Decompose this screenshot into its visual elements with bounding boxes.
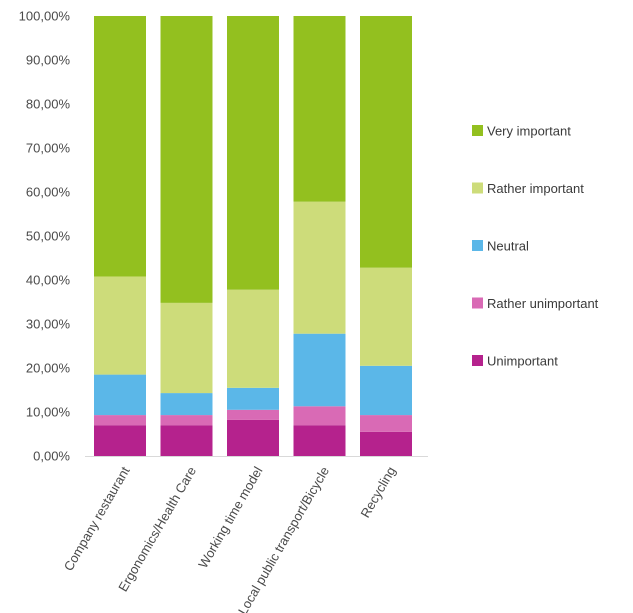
- bar-segment-very-important: [160, 16, 213, 303]
- legend-item: Neutral: [472, 239, 529, 254]
- bar-segment-rather-important: [360, 267, 412, 366]
- bar-segment-rather-important: [293, 201, 346, 334]
- bar-segment-unimportant: [360, 431, 412, 456]
- bar-segment-unimportant: [94, 425, 146, 456]
- y-tick-label: 80,00%: [26, 97, 71, 112]
- bar-segment-very-important: [360, 16, 412, 268]
- bars: [94, 16, 412, 456]
- y-tick-label: 30,00%: [26, 317, 71, 332]
- legend-label: Very important: [487, 124, 571, 139]
- y-tick-label: 60,00%: [26, 185, 71, 200]
- y-tick-label: 0,00%: [33, 449, 70, 464]
- y-tick-label: 10,00%: [26, 405, 71, 420]
- bar-segment-rather-important: [160, 302, 213, 394]
- x-category-label: Recycling: [357, 464, 398, 520]
- bar-segment-neutral: [227, 387, 279, 410]
- legend-swatch: [472, 182, 483, 194]
- legend-swatch: [472, 355, 483, 366]
- bar-segment-unimportant: [293, 425, 346, 456]
- legend-swatch: [472, 297, 483, 309]
- legend-label: Rather important: [487, 181, 584, 196]
- y-tick-label: 100,00%: [19, 9, 71, 24]
- legend-label: Neutral: [487, 239, 529, 254]
- legend-item: Rather unimportant: [472, 296, 599, 311]
- y-tick-label: 20,00%: [26, 361, 71, 376]
- y-tick-label: 90,00%: [26, 53, 71, 68]
- bar-segment-rather-unimportant: [160, 415, 213, 426]
- bar-segment-very-important: [293, 16, 346, 202]
- x-category-label: Working time model: [195, 464, 265, 571]
- legend-swatch: [472, 125, 483, 136]
- bar-segment-neutral: [293, 333, 346, 407]
- legend: Very important Rather important Neutral Rat…: [472, 124, 599, 369]
- legend-label: Unimportant: [487, 354, 558, 369]
- bar-segment-unimportant: [160, 425, 213, 456]
- y-axis: 0,00% 10,00% 20,00% 30,00% 40,00% 50,00% 60,00…: [19, 9, 71, 464]
- bar-segment-rather-unimportant: [293, 406, 346, 426]
- bar-segment-neutral: [160, 393, 213, 416]
- bar-segment-rather-important: [94, 276, 146, 375]
- legend-item: Very important: [472, 124, 571, 139]
- bar-segment-rather-unimportant: [360, 415, 412, 432]
- legend-label: Rather unimportant: [487, 296, 599, 311]
- legend-swatch: [472, 240, 483, 251]
- bar-segment-rather-unimportant: [94, 415, 146, 426]
- legend-item: Rather important: [472, 181, 584, 196]
- y-tick-label: 40,00%: [26, 273, 71, 288]
- bar-segment-very-important: [227, 16, 279, 290]
- bar-segment-neutral: [94, 374, 146, 416]
- x-category-label: Ergonomics/Health Care: [115, 464, 199, 594]
- bar-segment-unimportant: [227, 419, 279, 456]
- bar-segment-rather-important: [227, 289, 279, 388]
- y-tick-label: 70,00%: [26, 141, 71, 156]
- bar-segment-rather-unimportant: [227, 409, 279, 420]
- x-category-label: Company restaurant: [61, 464, 133, 574]
- bar-segment-very-important: [94, 16, 146, 277]
- y-tick-label: 50,00%: [26, 229, 71, 244]
- legend-item: Unimportant: [472, 354, 558, 369]
- bar-segment-neutral: [360, 365, 412, 416]
